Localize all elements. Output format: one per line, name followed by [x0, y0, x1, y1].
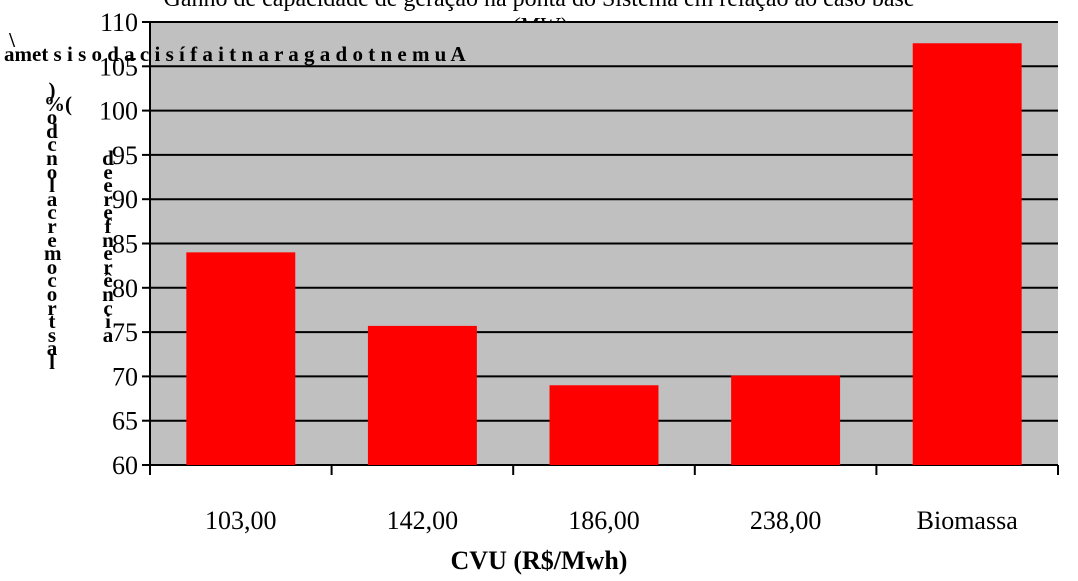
y-tick-label: 65 — [112, 407, 138, 436]
bar — [186, 252, 295, 465]
bar — [550, 385, 659, 465]
y-axis-label-col1: \ amet s i s o d a c i s í f a i t n a r… — [4, 34, 20, 61]
x-axis-label: CVU (R$/Mwh) — [0, 546, 1078, 576]
x-tick-label: 103,00 — [205, 506, 277, 535]
x-tick-label: 238,00 — [750, 506, 822, 535]
y-tick-label: 110 — [100, 8, 138, 37]
y-axis-label-col2: ) %( o d c n o l a c r e m o c o r t s a… — [44, 84, 60, 369]
bar — [731, 376, 840, 465]
bar — [913, 43, 1022, 465]
x-tick-label: 142,00 — [387, 506, 459, 535]
y-tick-label: 60 — [112, 451, 138, 480]
x-tick-label: 186,00 — [568, 506, 640, 535]
y-tick-label: 70 — [112, 362, 138, 391]
y-axis-label-col3: d e e r e f n e r ê n c i a — [100, 84, 116, 342]
x-tick-label: Biomassa — [917, 506, 1019, 535]
bar — [368, 326, 477, 465]
